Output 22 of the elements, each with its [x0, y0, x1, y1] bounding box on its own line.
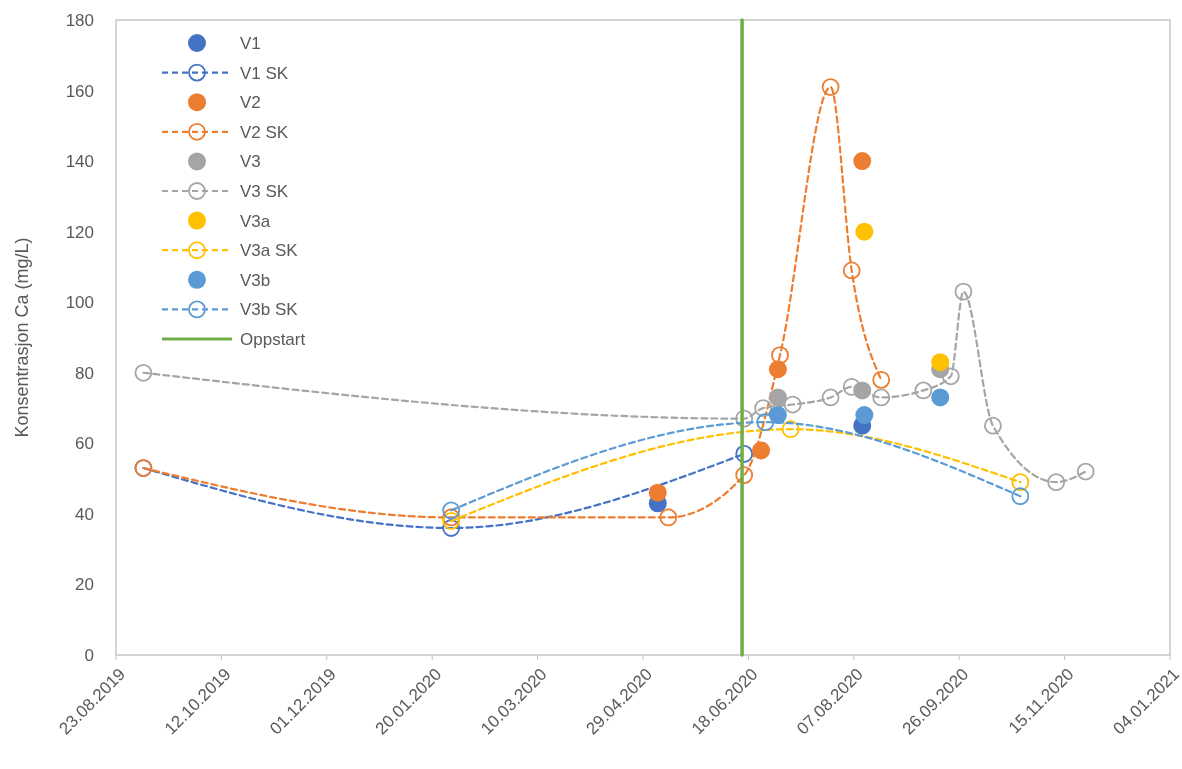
y-tick-label: 120 — [65, 222, 94, 242]
y-tick-label: 160 — [65, 81, 94, 101]
legend-label: V1 SK — [240, 63, 289, 83]
legend-label: V3a SK — [240, 241, 299, 261]
legend-label: V3b SK — [240, 300, 299, 320]
legend-label: V3b — [240, 270, 271, 290]
legend-label: V3 SK — [240, 181, 289, 201]
y-tick-label: 100 — [65, 293, 94, 313]
y-tick-label: 80 — [75, 363, 94, 383]
legend-label: V3a — [240, 211, 271, 231]
y-axis-title: Konsentrasjon Ca (mg/L) — [12, 237, 32, 438]
y-tick-label: 60 — [75, 434, 94, 454]
y-tick-label: 20 — [75, 575, 94, 595]
legend-label: V3 — [240, 152, 261, 172]
y-tick-label: 180 — [65, 10, 94, 30]
legend-label: V2 SK — [240, 122, 289, 142]
legend-label: Oppstart — [240, 329, 306, 349]
legend-label: V2 — [240, 93, 261, 113]
legend-label: V1 — [240, 33, 261, 53]
y-tick-label: 40 — [75, 504, 94, 524]
y-tick-label: 0 — [84, 645, 94, 665]
y-tick-label: 140 — [65, 152, 94, 172]
